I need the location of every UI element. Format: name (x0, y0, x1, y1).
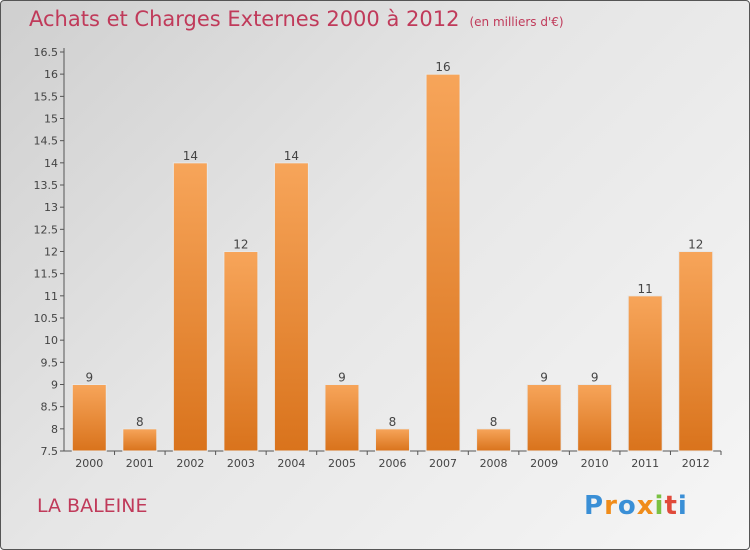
logo-letter: t (664, 491, 678, 521)
proxiti-logo: Proxiti (584, 491, 688, 521)
data-label: 9 (540, 371, 548, 385)
y-tick-label: 11 (44, 290, 58, 303)
x-tick-label: 2000 (75, 457, 103, 470)
x-tick-label: 2012 (682, 457, 710, 470)
data-label: 16 (435, 60, 450, 74)
data-label: 11 (638, 282, 653, 296)
bar (172, 162, 208, 452)
y-tick-label: 14.5 (34, 135, 59, 148)
y-tick-label: 14 (44, 157, 58, 170)
bar (425, 73, 461, 452)
y-tick-label: 10 (44, 334, 58, 347)
logo-letter: i (654, 491, 665, 521)
bar (577, 384, 613, 452)
unit-label: (en milliers d'€) (469, 15, 564, 29)
location-label: LA BALEINE (37, 495, 148, 517)
y-tick-label: 15 (44, 113, 58, 126)
y-tick-label: 13 (44, 201, 58, 214)
data-label: 14 (284, 149, 299, 163)
y-tick-label: 8 (51, 423, 58, 436)
y-tick-label: 12 (44, 246, 58, 259)
logo-letter: x (636, 491, 655, 521)
x-tick-label: 2003 (227, 457, 255, 470)
x-tick-label: 2010 (581, 457, 609, 470)
data-label: 12 (688, 238, 703, 252)
x-tick-label: 2008 (480, 457, 508, 470)
y-tick-label: 9.5 (41, 356, 59, 369)
bar (223, 251, 259, 452)
bar (71, 384, 107, 452)
y-tick-label: 11.5 (34, 268, 59, 281)
logo-letter: r (604, 491, 618, 521)
bar (627, 295, 663, 452)
x-tick-label: 2006 (379, 457, 407, 470)
data-label: 9 (591, 371, 599, 385)
y-tick-label: 7.5 (41, 445, 59, 458)
y-tick-label: 9 (51, 379, 58, 392)
data-label: 8 (389, 415, 397, 429)
y-tick-label: 8.5 (41, 401, 59, 414)
data-label: 9 (85, 371, 93, 385)
y-tick-label: 12.5 (34, 223, 59, 236)
data-label: 8 (490, 415, 498, 429)
y-tick-label: 16 (44, 68, 58, 81)
logo-letter: o (617, 491, 637, 521)
chart-title: Achats et Charges Externes 2000 à 2012 (e… (29, 7, 564, 31)
x-tick-label: 2004 (277, 457, 305, 470)
bar (273, 162, 309, 452)
data-label: 14 (183, 149, 198, 163)
x-tick-label: 2002 (176, 457, 204, 470)
y-tick-label: 15.5 (34, 90, 59, 103)
data-label: 8 (136, 415, 144, 429)
logo-letter: P (584, 491, 605, 521)
x-tick-label: 2011 (631, 457, 659, 470)
data-label: 12 (233, 238, 248, 252)
bar (122, 428, 158, 452)
logo-letter: i (677, 491, 688, 521)
bar (375, 428, 410, 452)
y-tick-label: 13.5 (34, 179, 59, 192)
x-tick-label: 2009 (530, 457, 558, 470)
bar (476, 428, 512, 452)
y-tick-label: 10.5 (34, 312, 59, 325)
y-tick-label: 16.5 (34, 46, 59, 59)
x-tick-label: 2001 (126, 457, 154, 470)
bar (324, 384, 360, 452)
bar (526, 384, 562, 452)
bar (678, 251, 714, 452)
title-text: Achats et Charges Externes 2000 à 2012 (29, 7, 460, 31)
data-label: 9 (338, 371, 346, 385)
x-tick-label: 2007 (429, 457, 457, 470)
x-tick-label: 2005 (328, 457, 356, 470)
